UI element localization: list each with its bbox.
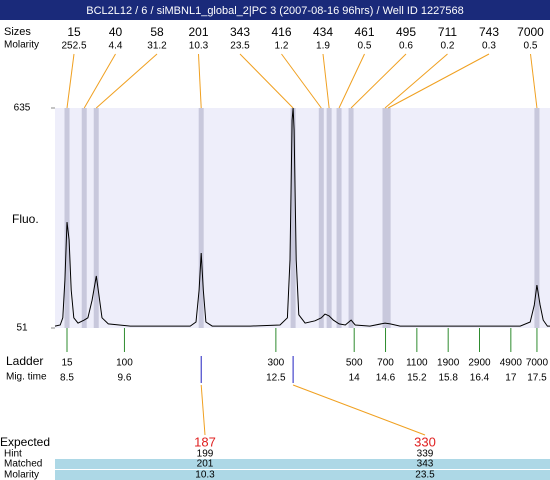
ladder-size: 1900 [437,358,460,369]
peak-size: 434 [313,25,333,39]
ladder-size: 2900 [468,358,491,369]
peak-connector [350,53,407,109]
peak-molarity: 0.5 [524,41,538,52]
peak-molarity: 252.5 [61,41,86,52]
peak-band [198,108,204,328]
peak-molarity: 23.5 [230,41,250,52]
peak-connector [338,53,365,109]
peak-connector [281,53,322,109]
sizes-label: Sizes [4,26,31,38]
peak-size: 40 [109,25,123,39]
hint-value: 339 [417,449,434,460]
peak-size: 495 [396,25,416,39]
trace [54,107,550,327]
peak-band [348,108,354,328]
expected-row-label: Hint [4,449,22,460]
peak-size: 58 [150,25,164,39]
expected-row-label: Matched [4,459,42,470]
peak-molarity: 1.9 [316,41,330,52]
peak-band [290,108,296,328]
expected-connector [200,384,206,436]
peak-band [81,108,87,328]
mig-time: 17.5 [527,373,547,384]
molarity-label: Molarity [4,40,39,51]
molarity-value: 10.3 [195,470,215,480]
y-axis-label: Fluo. [12,212,39,226]
hint-value: 199 [197,449,214,460]
peak-size: 201 [188,25,208,39]
y-tick-label: 635 [14,103,31,114]
y-tick-label: 51 [16,323,28,334]
mig-time: 17 [505,373,517,384]
peak-molarity: 0.3 [482,41,496,52]
peak-size: 15 [67,25,81,39]
peak-size: 743 [479,25,499,39]
peak-molarity: 10.3 [189,41,209,52]
peak-band [382,108,388,328]
plot-area [55,108,550,328]
peak-connector [83,53,116,109]
expected-row-label: Expected [0,435,50,449]
peak-molarity: 0.2 [441,41,455,52]
mig-time-label: Mig. time [6,372,47,383]
peak-connector [95,53,158,109]
ladder-size: 1100 [406,358,428,369]
peak-size: 461 [354,25,374,39]
matched-row [55,459,550,469]
expected-connector [292,384,426,436]
mig-time: 8.5 [60,373,74,384]
peak-connector [384,53,448,109]
ladder-label: Ladder [6,354,43,368]
mig-time: 15.8 [438,373,458,384]
peak-connector [322,53,330,109]
peak-size: 7000 [517,25,544,39]
mig-time: 14 [349,373,361,384]
ladder-size: 500 [346,358,363,369]
peak-connector [198,53,202,109]
mig-time: 15.2 [407,373,427,384]
molarity-row [55,470,550,480]
mig-time: 16.4 [470,373,490,384]
peak-band [385,108,391,328]
peak-size: 711 [438,25,457,39]
title: BCL2L12 / 6 / siMBNL1_global_2|PC 3 (200… [86,5,464,17]
ladder-size: 4900 [500,358,523,369]
mig-time: 12.5 [266,373,286,384]
expected-value: 187 [194,434,216,449]
peak-connector [66,53,75,109]
peak-band [336,108,342,328]
expected-value: 330 [414,434,436,449]
mig-time: 9.6 [117,373,131,384]
ladder-size: 100 [116,358,133,369]
peak-molarity: 1.2 [275,41,289,52]
peak-molarity: 4.4 [109,41,123,52]
peak-band [93,108,99,328]
peak-band [534,108,540,328]
peak-connector [387,53,490,109]
peak-molarity: 31.2 [147,41,167,52]
peak-molarity: 0.5 [358,41,372,52]
peak-connector [530,53,538,109]
ladder-size: 7000 [526,358,549,369]
peak-size: 416 [271,25,291,39]
peak-band [318,108,324,328]
ladder-size: 300 [268,358,285,369]
mig-time: 14.6 [376,373,396,384]
header-bar [0,0,550,20]
peak-size: 343 [230,25,250,39]
peak-band [326,108,332,328]
matched-value: 343 [417,459,434,470]
ladder-size: 15 [61,358,73,369]
molarity-value: 23.5 [415,470,435,480]
peak-molarity: 0.6 [399,41,413,52]
matched-value: 201 [197,459,214,470]
peak-band [64,108,70,328]
ladder-size: 700 [377,358,394,369]
expected-row-label: Molarity [4,470,39,480]
peak-connector [239,53,294,109]
